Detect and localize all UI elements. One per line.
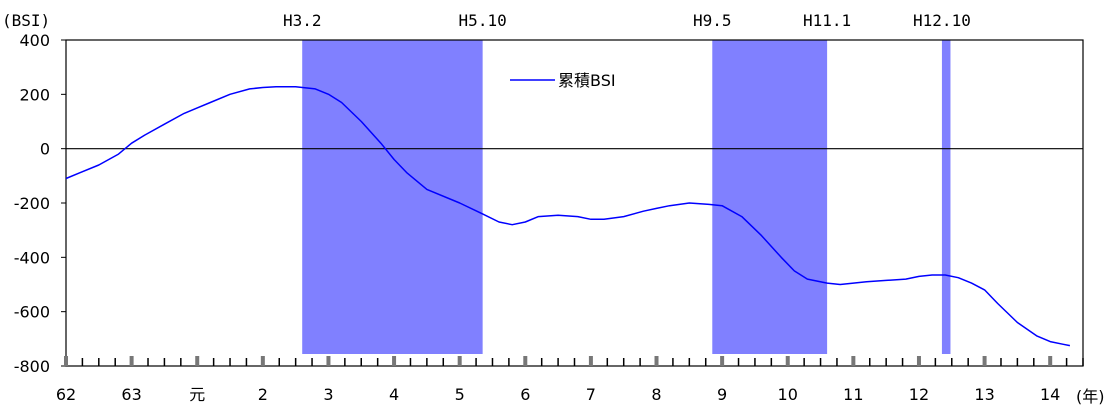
x-tick-label-6: 5 xyxy=(455,385,465,404)
x-year-mark-8 xyxy=(588,356,593,366)
x-year-mark-2 xyxy=(195,356,200,366)
series-layer xyxy=(65,85,1071,347)
shaded-period-1 xyxy=(712,40,828,354)
x-tick-label-8: 7 xyxy=(586,385,596,404)
x-tick-label-9: 8 xyxy=(651,385,661,404)
axes: -800 -600 -400 -200 0 200 400 62 63 元 2 3 4 5 6 7 8 9 10 11… xyxy=(14,31,1084,404)
y-tick-label-3: -200 xyxy=(14,194,50,213)
y-tick-label-1: -600 xyxy=(14,303,50,322)
x-year-mark-12 xyxy=(851,356,856,366)
y-tick-label-6: 400 xyxy=(19,31,50,50)
period-labels: H3.2 H5.10 H9.5 H11.1 H12.10 xyxy=(283,11,971,30)
period-start-label-0: H3.2 xyxy=(283,11,322,30)
x-tick-label-3: 2 xyxy=(258,385,268,404)
y-tick-label-0: -800 xyxy=(14,357,50,376)
x-tick-label-15: 14 xyxy=(1040,385,1060,404)
shaded-period-2 xyxy=(941,40,951,354)
shaded-period-0 xyxy=(302,40,483,354)
legend: 累積BSI xyxy=(510,71,616,90)
x-year-mark-1 xyxy=(129,356,134,366)
x-tick-label-1: 63 xyxy=(121,385,141,404)
legend-entry: 累積BSI xyxy=(558,71,616,90)
x-tick-label-4: 3 xyxy=(323,385,333,404)
x-year-mark-3 xyxy=(260,356,265,366)
x-tick-label-7: 6 xyxy=(520,385,530,404)
x-axis-label: (年) xyxy=(1076,387,1105,406)
period-end-label-0: H5.10 xyxy=(459,11,507,30)
x-tick-label-12: 11 xyxy=(843,385,863,404)
x-year-mark-14 xyxy=(982,356,987,366)
x-tick-label-0: 62 xyxy=(56,385,76,404)
period-start-label-1: H9.5 xyxy=(693,11,732,30)
series-line-0 xyxy=(65,85,1071,347)
period-end-label-1: H11.1 xyxy=(803,11,851,30)
x-tick-label-13: 12 xyxy=(909,385,929,404)
y-tick-label-4: 0 xyxy=(40,140,50,159)
x-year-mark-10 xyxy=(720,356,725,366)
x-tick-label-10: 9 xyxy=(717,385,727,404)
y-axis-label: (BSI) xyxy=(2,11,50,30)
x-year-mark-4 xyxy=(326,356,331,366)
x-year-mark-0 xyxy=(64,356,68,366)
x-year-mark-6 xyxy=(457,356,462,366)
x-year-mark-9 xyxy=(654,356,659,366)
x-tick-label-2: 元 xyxy=(189,385,205,404)
x-year-mark-5 xyxy=(392,356,397,366)
x-year-mark-11 xyxy=(785,356,790,366)
y-tick-label-2: -400 xyxy=(14,248,50,267)
x-year-mark-15 xyxy=(1048,356,1053,366)
period-start-label-2: H12.10 xyxy=(913,11,971,30)
y-tick-label-5: 200 xyxy=(19,85,50,104)
x-tick-label-5: 4 xyxy=(389,385,399,404)
x-tick-label-11: 10 xyxy=(778,385,798,404)
x-year-mark-7 xyxy=(523,356,528,366)
x-tick-label-14: 13 xyxy=(974,385,994,404)
shaded-periods xyxy=(302,40,951,354)
x-year-mark-13 xyxy=(916,356,921,366)
